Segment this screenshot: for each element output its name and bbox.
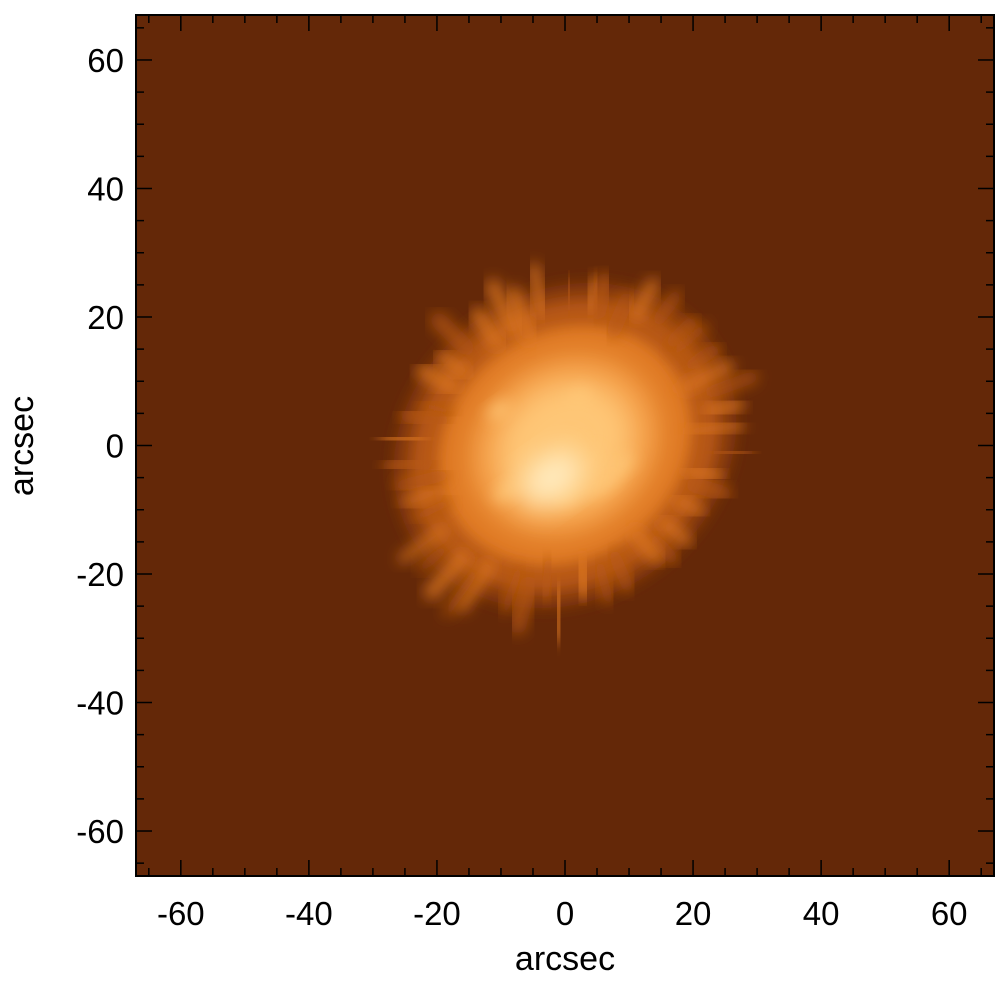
x-tick-label: 0 bbox=[556, 895, 574, 932]
source-filament bbox=[534, 269, 541, 310]
source-filament bbox=[386, 438, 419, 439]
source-filament bbox=[694, 485, 724, 494]
y-tick-label: 40 bbox=[87, 170, 124, 207]
source-filament bbox=[710, 404, 738, 411]
y-tick-label: 20 bbox=[87, 299, 124, 336]
y-tick-label: 0 bbox=[106, 428, 124, 465]
y-tick-label: -60 bbox=[76, 813, 124, 850]
x-tick-label: 60 bbox=[931, 895, 968, 932]
y-axis-title: arcsec bbox=[3, 396, 41, 496]
x-tick-label: 20 bbox=[675, 895, 712, 932]
source-filament bbox=[518, 584, 529, 626]
source-filament bbox=[718, 452, 747, 453]
y-tick-label: -40 bbox=[76, 685, 124, 722]
y-tick-label: -20 bbox=[76, 556, 124, 593]
x-tick-label: 40 bbox=[803, 895, 840, 932]
source-filament bbox=[690, 471, 717, 476]
source-filament bbox=[690, 425, 740, 431]
source-filament bbox=[597, 281, 604, 312]
source-filament bbox=[390, 462, 425, 466]
source-filament bbox=[558, 592, 560, 637]
x-tick-label: -60 bbox=[157, 895, 205, 932]
x-tick-label: -20 bbox=[413, 895, 461, 932]
plot-area bbox=[136, 15, 994, 876]
x-tick-label: -40 bbox=[285, 895, 333, 932]
source-filament bbox=[408, 414, 440, 420]
source-filament bbox=[581, 562, 585, 591]
x-axis-title: arcsec bbox=[515, 940, 615, 978]
source-filament bbox=[569, 282, 570, 306]
y-tick-label: 60 bbox=[87, 42, 124, 79]
source-filament bbox=[545, 563, 549, 594]
